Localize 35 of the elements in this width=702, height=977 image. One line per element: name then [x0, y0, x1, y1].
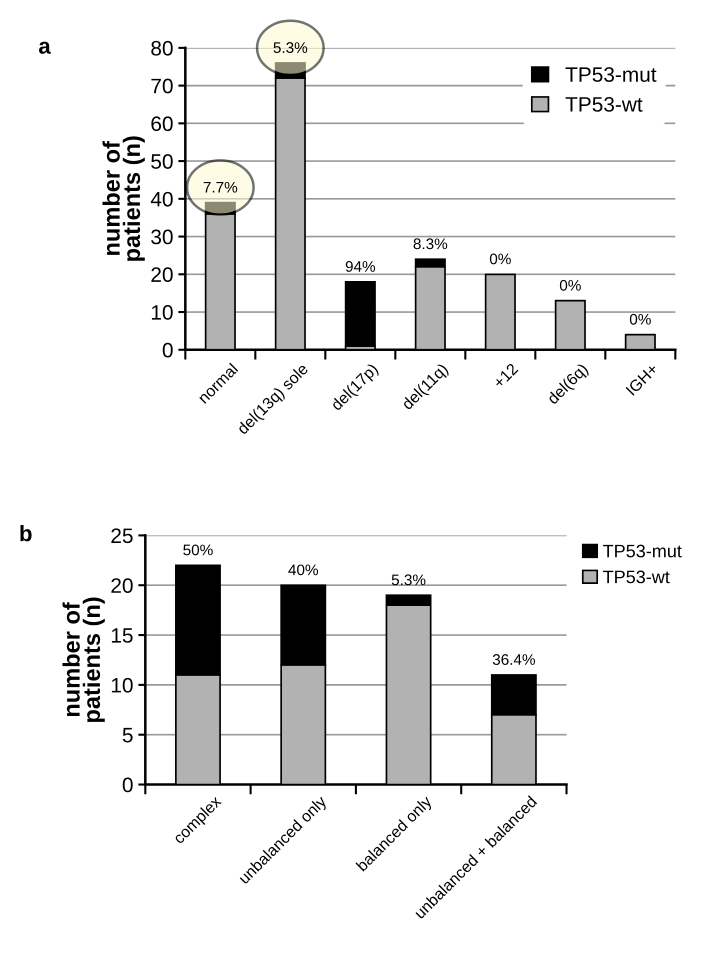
annotation: 50% — [183, 544, 213, 556]
y-axis-title: number of patients (n) — [62, 598, 105, 722]
legend-label: TP53-mut — [566, 67, 656, 82]
annotation: 94% — [346, 261, 376, 272]
y-axis-title: number of patients (n) — [102, 136, 145, 261]
y-tick-label: 80 — [151, 40, 173, 56]
y-tick-label: 40 — [150, 192, 173, 207]
legend-label: TP53-wt — [603, 570, 670, 584]
annotation: 40% — [288, 564, 318, 576]
y-tick-label: 10 — [152, 305, 173, 320]
y-tick-label: 5 — [122, 728, 133, 742]
annotation: 7.7% — [204, 182, 238, 193]
chart-title: b — [20, 525, 32, 542]
annotation: 5.3% — [392, 574, 426, 586]
y-tick-label: 70 — [151, 78, 173, 94]
x-tick-label: +12 — [492, 362, 518, 389]
y-tick-label: 0 — [162, 342, 173, 358]
chart-title: a — [38, 42, 51, 54]
y-tick-label: 50 — [151, 154, 173, 169]
annotation: 8.3% — [414, 238, 448, 250]
annotation: 0% — [560, 280, 581, 291]
y-tick-label: 20 — [151, 267, 173, 282]
y-tick-label: 10 — [112, 678, 133, 693]
legend-label: TP53-wt — [566, 97, 643, 112]
annotation: 0% — [490, 254, 511, 264]
annotation: 36.4% — [492, 654, 535, 665]
y-tick-label: 30 — [151, 230, 173, 244]
annotation: 5.3% — [274, 42, 308, 54]
annotation: 0% — [630, 314, 651, 325]
y-tick-label: 60 — [151, 116, 173, 132]
y-tick-label: 0 — [122, 778, 133, 792]
y-tick-label: 20 — [111, 578, 133, 593]
legend-label: TP53-mut — [603, 544, 682, 558]
y-tick-label: 25 — [111, 528, 133, 544]
y-tick-label: 15 — [112, 628, 133, 643]
